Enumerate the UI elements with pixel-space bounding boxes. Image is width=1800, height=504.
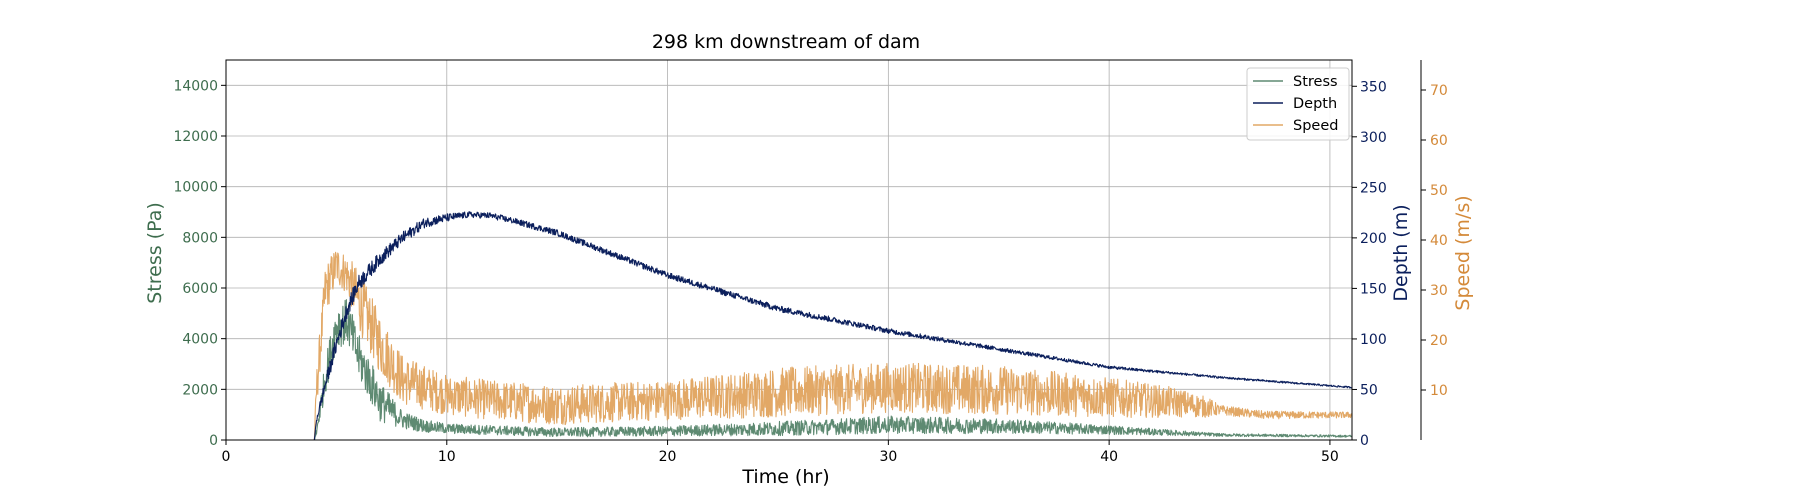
speed-tick-label: 40 <box>1430 233 1448 249</box>
speed-tick-label: 30 <box>1430 283 1448 299</box>
x-tick-label: 30 <box>879 449 897 465</box>
y-axis-label-speed: Speed (m/s) <box>1452 195 1474 310</box>
speed-tick-label: 70 <box>1430 83 1448 99</box>
stress-tick-label: 2000 <box>182 382 218 398</box>
legend-label-speed: Speed <box>1293 118 1338 134</box>
depth-tick-label: 100 <box>1360 332 1387 348</box>
speed-tick-label: 60 <box>1430 133 1448 149</box>
stress-tick-label: 0 <box>209 433 218 449</box>
stress-tick-label: 12000 <box>173 129 218 145</box>
series-line-depth <box>225 211 1353 441</box>
stress-tick-label: 4000 <box>182 332 218 348</box>
depth-tick-label: 250 <box>1360 180 1387 196</box>
y-axis-label-stress: Stress (Pa) <box>144 202 166 304</box>
speed-tick-label: 50 <box>1430 183 1448 199</box>
x-tick-label: 50 <box>1321 449 1339 465</box>
legend-label-depth: Depth <box>1293 96 1337 112</box>
series-line-speed <box>225 251 1353 441</box>
y-axis-label-depth: Depth (m) <box>1390 204 1412 301</box>
legend-label-stress: Stress <box>1293 74 1338 90</box>
depth-tick-label: 200 <box>1360 231 1387 247</box>
plot-border <box>225 59 1353 441</box>
stress-tick-label: 10000 <box>173 180 218 196</box>
chart-title: 298 km downstream of dam <box>652 31 920 53</box>
depth-tick-label: 350 <box>1360 79 1387 95</box>
speed-tick-label: 20 <box>1430 333 1448 349</box>
depth-tick-label: 150 <box>1360 281 1387 297</box>
stress-tick-label: 6000 <box>182 281 218 297</box>
stress-tick-label: 8000 <box>182 230 218 246</box>
x-tick-label: 40 <box>1100 449 1118 465</box>
series-layer <box>225 211 1353 441</box>
x-tick-label: 0 <box>222 449 231 465</box>
series-line-stress <box>225 299 1353 441</box>
stress-tick-label: 14000 <box>173 78 218 94</box>
depth-tick-label: 0 <box>1360 433 1369 449</box>
axes-layer: 0 10 20 30 40 5002000400060008000100001200014… <box>173 78 1447 465</box>
depth-tick-label: 300 <box>1360 130 1387 146</box>
x-tick-label: 10 <box>438 449 456 465</box>
plot-frame <box>225 59 1422 441</box>
depth-tick-label: 50 <box>1360 382 1378 398</box>
speed-tick-label: 10 <box>1430 383 1448 399</box>
x-axis-label: Time (hr) <box>741 466 829 488</box>
legend-box <box>1246 67 1350 141</box>
x-tick-label: 20 <box>659 449 677 465</box>
legend: Stress Depth Speed <box>1246 67 1350 141</box>
